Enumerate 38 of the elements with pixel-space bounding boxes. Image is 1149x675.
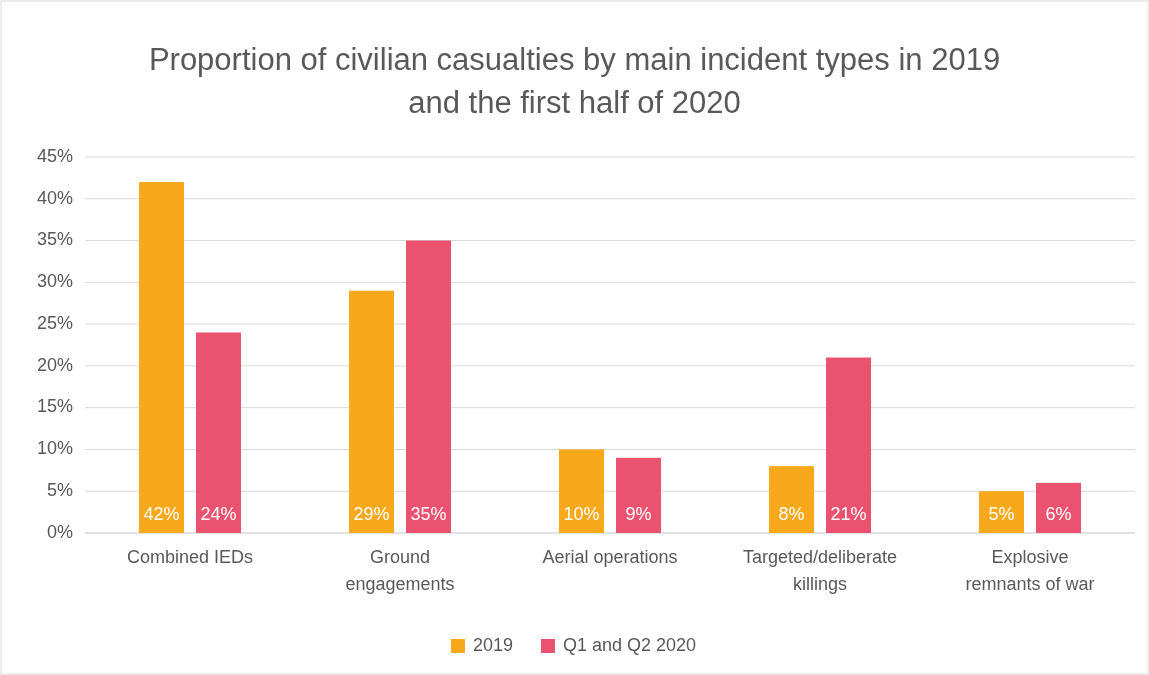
y-tick-label: 35% [36,229,73,250]
data-label: 24% [200,503,237,524]
data-label: 8% [778,503,805,524]
data-label: 29% [353,503,390,524]
bar [979,491,1024,533]
bar [139,182,184,533]
bar [826,357,871,533]
data-label: 35% [410,503,447,524]
y-tick-label: 20% [36,354,73,375]
bar [616,457,661,533]
bar [769,466,814,533]
y-tick-label: 5% [46,479,73,500]
bar [406,240,451,533]
y-tick-label: 15% [36,396,73,417]
bar [1036,482,1081,533]
x-tick-label: Combined IEDs [126,547,254,567]
chart-title: Proportion of civilian casualties by main incident types in 2019 and the first half of 2020 [148,42,1001,120]
data-label: 42% [143,503,180,524]
data-label: 21% [830,503,867,524]
data-label: 9% [625,503,652,524]
bar [559,449,604,533]
legend-label: Q1 and Q2 2020 [562,634,697,655]
data-label: 10% [563,503,600,524]
bar [196,332,241,533]
data-label: 5% [988,503,1015,524]
y-tick-label: 25% [36,312,73,333]
x-tick-label: Targeted/deliberate killings [742,547,898,594]
y-tick-label: 30% [36,271,73,292]
x-tick-label: Explosive remnants of war [965,547,1095,594]
x-tick-label: Aerial operations [542,547,678,567]
y-tick-label: 45% [36,145,73,166]
data-label: 6% [1045,503,1072,524]
y-tick-label: 0% [46,521,73,542]
x-tick-label: Ground engagements [345,547,455,594]
y-tick-label: 40% [36,187,73,208]
y-tick-label: 10% [36,438,73,459]
bar [349,290,394,533]
legend-label: 2019 [472,634,513,655]
